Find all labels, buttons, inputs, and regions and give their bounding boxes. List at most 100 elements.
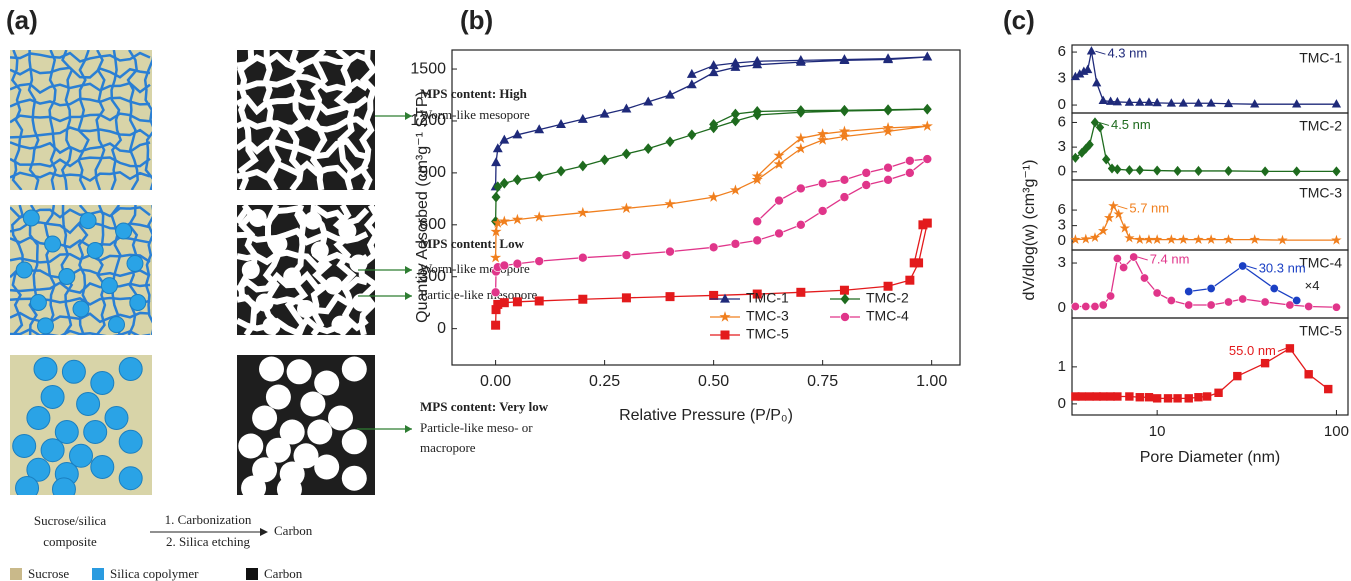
particle: [331, 315, 350, 334]
marker: [621, 103, 632, 113]
marker: [578, 160, 588, 172]
particle: [83, 420, 108, 444]
marker: [687, 129, 697, 141]
particle: [307, 419, 333, 445]
y-axis-title: dV/dlog(w) (cm³g⁻¹): [1021, 160, 1038, 301]
marker: [578, 294, 588, 304]
annotation-arrow: [1277, 347, 1287, 352]
marker: [773, 149, 785, 161]
legend-label: Sucrose: [28, 566, 69, 581]
particle: [26, 457, 51, 482]
marker: [1124, 97, 1135, 106]
marker: [774, 195, 784, 206]
marker: [1070, 71, 1081, 81]
marker: [905, 168, 915, 178]
marker: [1135, 97, 1145, 106]
marker: [730, 57, 741, 67]
marker: [1075, 69, 1085, 78]
particle: [118, 357, 143, 381]
annotation-arrow: [1095, 50, 1106, 55]
marker: [1143, 234, 1155, 245]
particle: [76, 392, 101, 416]
marker: [1098, 392, 1108, 401]
marker: [1135, 393, 1144, 402]
subplot-label: TMC-1: [1299, 50, 1342, 66]
marker: [1070, 234, 1081, 245]
mesh-line: [10, 66, 151, 79]
particle: [15, 261, 33, 279]
mesh-line: [262, 50, 282, 190]
marker: [1292, 166, 1301, 177]
marker: [708, 60, 719, 70]
legend-marker: [719, 311, 731, 322]
marker: [817, 178, 828, 189]
y-tick-label: 0: [1058, 163, 1066, 180]
material-structure: [237, 50, 375, 190]
y-tick-label: 0: [1058, 395, 1066, 412]
marker: [499, 260, 510, 271]
marker: [1166, 98, 1176, 107]
marker: [1113, 164, 1122, 175]
marker: [1095, 122, 1105, 133]
marker: [1119, 222, 1130, 233]
marker: [621, 250, 632, 260]
particle: [26, 406, 51, 430]
marker: [491, 191, 501, 203]
marker: [751, 170, 763, 182]
marker: [1238, 261, 1248, 271]
particle: [310, 241, 329, 260]
x-tick-label: 0.00: [480, 373, 511, 390]
marker: [752, 55, 763, 65]
legend-label: TMC-1: [746, 290, 789, 306]
mesh-line: [48, 50, 57, 190]
particle: [314, 454, 340, 480]
panel-label: (a): [6, 5, 38, 35]
mesh-line: [286, 50, 306, 190]
marker: [621, 148, 631, 160]
marker: [839, 54, 850, 64]
marker: [1144, 97, 1154, 106]
particle: [297, 300, 315, 318]
pointer-head: [405, 292, 412, 300]
scheme-step: 1. Carbonization: [165, 512, 252, 527]
marker: [665, 246, 675, 257]
particle: [283, 267, 302, 286]
marker: [1178, 98, 1188, 107]
particle: [90, 455, 115, 479]
marker: [490, 251, 502, 263]
marker: [491, 305, 501, 315]
marker: [1205, 234, 1217, 245]
scale-label: ×4: [1305, 278, 1320, 293]
mesh-line: [126, 50, 139, 190]
particle: [118, 466, 143, 491]
mesh-line: [10, 50, 24, 190]
marker: [882, 122, 894, 133]
x-tick-label: 0.75: [807, 373, 838, 390]
marker: [1214, 388, 1223, 397]
scheme-to: Carbon: [274, 523, 313, 538]
marker: [577, 206, 589, 218]
marker: [1151, 234, 1163, 245]
mesh-line: [110, 50, 123, 190]
legend-marker: [720, 330, 730, 340]
row-title: MPS content: High: [420, 86, 528, 101]
x-tick-label: 1.00: [916, 373, 947, 390]
marker: [1331, 99, 1342, 108]
particle: [293, 443, 319, 469]
mesh-line: [144, 205, 152, 335]
marker: [1113, 392, 1122, 401]
panel-label: (c): [1003, 5, 1035, 35]
particle: [104, 406, 129, 430]
particle: [303, 211, 322, 230]
particle: [72, 300, 90, 318]
material-structure: [237, 205, 375, 335]
marker: [534, 170, 544, 182]
marker: [730, 115, 740, 127]
marker: [1129, 252, 1139, 262]
mesh-line: [10, 81, 151, 95]
scheme-step: 2. Silica etching: [166, 534, 251, 549]
marker: [1304, 301, 1314, 311]
marker: [1097, 225, 1109, 236]
marker: [512, 297, 522, 307]
particle: [338, 222, 357, 240]
